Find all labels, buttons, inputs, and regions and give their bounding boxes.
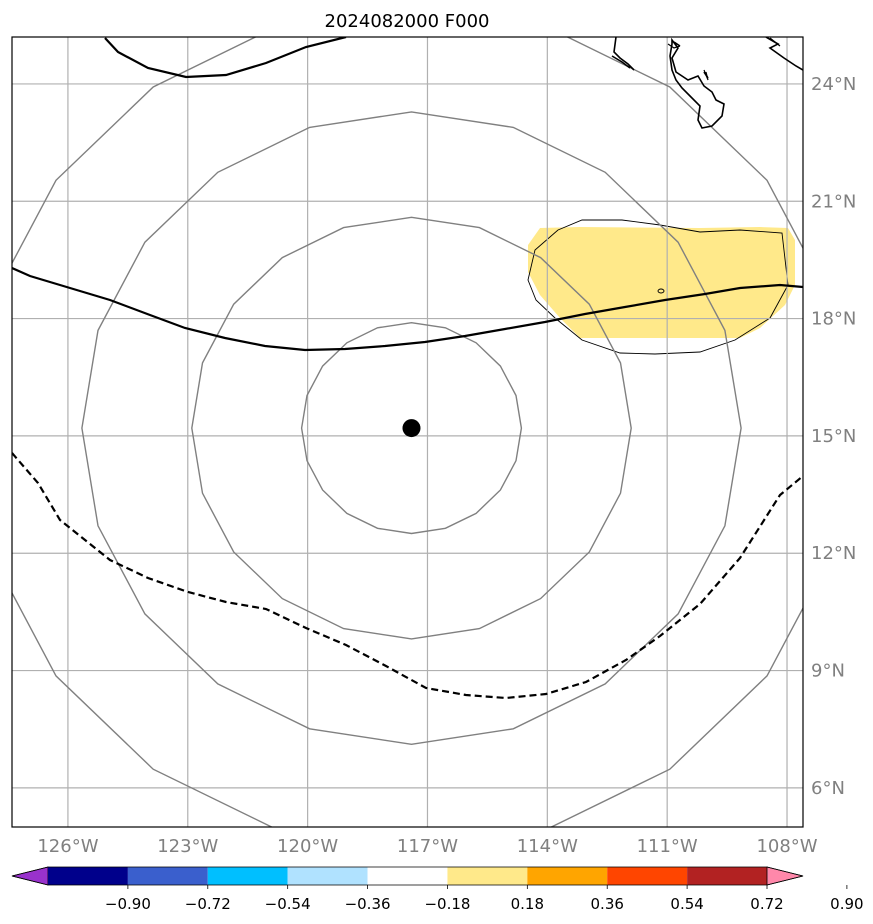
latitude-label: 21°N — [811, 191, 856, 212]
colorbar-outline — [11, 866, 804, 886]
colorbar-label: −0.36 — [345, 895, 391, 913]
colorbar — [11, 866, 804, 886]
colorbar-swatch — [207, 867, 288, 885]
colorbar-label: 0.18 — [511, 895, 544, 913]
colorbar-label: −0.72 — [185, 895, 231, 913]
small-island-contour — [657, 288, 665, 294]
colorbar-extend-high — [766, 866, 804, 886]
storm-center-marker — [402, 419, 421, 438]
map-title: 2024082000 F000 — [325, 11, 490, 32]
colorbar-swatch — [687, 867, 767, 885]
longitude-label: 123°W — [157, 836, 218, 857]
latitude-label: 24°N — [811, 74, 856, 95]
latitude-label: 12°N — [811, 543, 856, 564]
latitude-tick-labels: 6°N 9°N 12°N 15°N 18°N 21°N 24°N — [811, 74, 856, 799]
colorbar-swatch — [127, 867, 208, 885]
middle-contour-line — [12, 266, 803, 352]
colorbar-swatch — [367, 867, 448, 885]
range-ring — [81, 111, 742, 746]
longitude-label: 126°W — [37, 836, 98, 857]
colorbar-swatch — [447, 867, 528, 885]
colorbar-label: 0.36 — [591, 895, 624, 913]
colorbar-swatch — [607, 867, 688, 885]
anomaly-fill-region — [528, 227, 795, 338]
colorbar-extend-low — [11, 866, 49, 886]
longitude-label: 117°W — [397, 836, 458, 857]
longitude-label: 111°W — [637, 836, 698, 857]
coastline — [611, 37, 803, 129]
colorbar-tick-labels: −0.90 −0.72 −0.54 −0.36 −0.18 0.18 0.36 0.54 0.7… — [105, 885, 864, 913]
upper-contour-line — [104, 37, 347, 79]
colorbar-swatch — [48, 867, 128, 885]
colorbar-label: 0.72 — [750, 895, 783, 913]
latitude-label: 6°N — [811, 778, 845, 799]
coastline-detail — [667, 37, 781, 81]
longitude-tick-labels: 126°W 123°W 120°W 117°W 114°W 111°W 108°W — [37, 836, 817, 857]
map-plot-area — [12, 37, 803, 827]
longitude-label: 120°W — [277, 836, 338, 857]
dashed-contour-line — [12, 452, 803, 700]
colorbar-swatch — [287, 867, 368, 885]
range-ring — [191, 216, 632, 640]
longitude-label: 108°W — [756, 836, 817, 857]
colorbar-label: 0.54 — [670, 895, 703, 913]
colorbar-label: −0.90 — [105, 895, 151, 913]
colorbar-label: −0.18 — [424, 895, 470, 913]
colorbar-label: 0.90 — [830, 895, 863, 913]
longitude-label: 114°W — [517, 836, 578, 857]
colorbar-label: −0.54 — [265, 895, 311, 913]
latitude-label: 18°N — [811, 309, 856, 330]
latitude-label: 15°N — [811, 426, 856, 447]
map-frame — [11, 36, 804, 828]
colorbar-swatch — [527, 867, 608, 885]
range-ring — [300, 321, 523, 535]
latitude-label: 9°N — [811, 661, 845, 682]
